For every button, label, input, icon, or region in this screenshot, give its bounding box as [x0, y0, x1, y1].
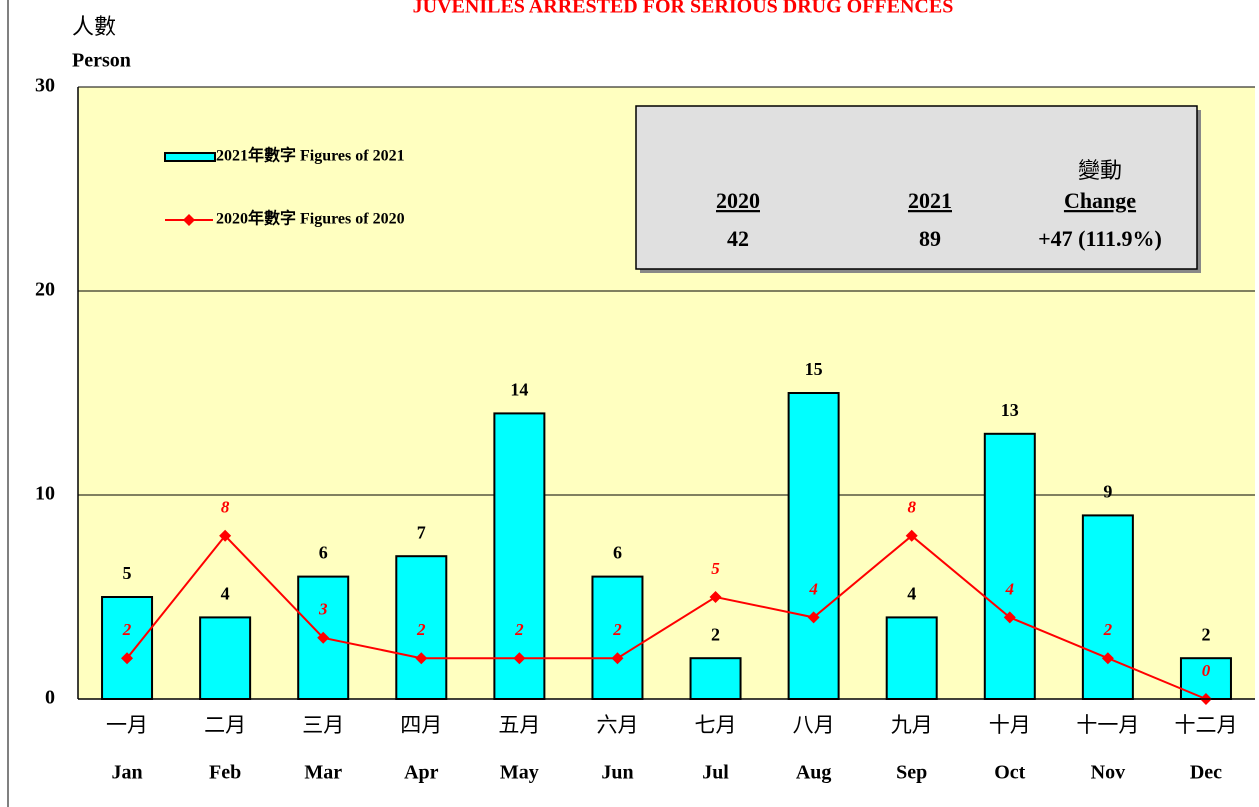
x-tick-label: Jul [702, 762, 729, 784]
line-marker [611, 652, 624, 665]
legend-marker [183, 214, 195, 226]
line-value-label: 2 [416, 620, 426, 639]
line-value-label: 3 [318, 600, 328, 619]
x-tick-label-zh: 九月 [891, 713, 933, 737]
line-value-label: 2 [612, 620, 622, 639]
x-tick-label-zh: 六月 [596, 713, 638, 737]
bar [885, 616, 938, 701]
bar-value-label: 13 [1001, 400, 1019, 420]
bar [493, 412, 546, 700]
line-value-label: 5 [711, 559, 720, 578]
x-tick-label: Feb [209, 762, 241, 784]
line-value-label: 2 [514, 620, 524, 639]
x-tick-label: May [500, 762, 539, 784]
line-marker [709, 591, 722, 603]
y-tick-label: 10 [35, 483, 55, 505]
x-tick-label-zh: 七月 [695, 713, 737, 737]
bar [689, 657, 742, 701]
bar-value-label: 4 [907, 584, 916, 604]
line [126, 534, 1207, 700]
line-value-label: 0 [1202, 661, 1211, 680]
x-tick-label: Nov [1091, 762, 1125, 784]
x-tick-label: Sep [896, 762, 927, 784]
bar-value-label: 2 [1201, 624, 1210, 644]
y-axis-label-zh: 人數 [72, 15, 116, 40]
line-value-label: 8 [221, 498, 230, 517]
legend-label: 2020年數字 Figures of 2020 [216, 209, 405, 228]
bar-value-label: 2 [711, 624, 720, 644]
x-tick-label: Apr [404, 762, 439, 784]
x-tick-label: Dec [1190, 762, 1222, 784]
x-tick-label-zh: 八月 [793, 713, 835, 737]
x-tick-label-zh: 二月 [204, 713, 246, 737]
bar-value-label: 7 [417, 522, 426, 542]
x-tick-label-zh: 一月 [106, 713, 148, 737]
x-tick-label: Jun [601, 762, 633, 784]
line-marker [219, 529, 232, 542]
line-marker [1003, 611, 1016, 624]
bar-value-label: 5 [123, 563, 132, 583]
summary-header: Change [1064, 188, 1136, 213]
bar-value-label: 4 [221, 584, 230, 604]
legend-swatch [164, 152, 216, 162]
summary-header: 2020 [716, 188, 760, 213]
summary-change-zh: 變動 [1078, 159, 1122, 184]
line-marker [121, 652, 134, 665]
summary-value: +47 (111.9%) [1038, 226, 1162, 251]
line-marker [513, 652, 526, 665]
x-tick-label-zh: 十二月 [1174, 713, 1237, 737]
summary-box [635, 105, 1201, 273]
summary-value: 42 [727, 226, 749, 251]
x-tick-label-zh: 三月 [302, 713, 344, 737]
x-tick-label-zh: 四月 [400, 713, 442, 737]
summary-value: 89 [919, 226, 941, 251]
bar-value-label: 9 [1103, 482, 1112, 502]
line-marker [317, 631, 330, 644]
line-marker [1101, 652, 1114, 665]
line-value-label: 2 [122, 620, 132, 639]
box [635, 105, 1198, 270]
bar [983, 432, 1036, 700]
y-tick-label: 20 [35, 279, 55, 301]
line-value-label: 8 [907, 498, 916, 517]
bar [101, 596, 154, 700]
line-marker [415, 652, 428, 665]
bar [199, 616, 252, 701]
x-tick-label-zh: 十月 [989, 713, 1031, 737]
legend-label: 2021年數字 Figures of 2021 [216, 146, 405, 165]
bar [1081, 514, 1134, 701]
x-tick-label-zh: 十一月 [1076, 713, 1139, 737]
bar-value-label: 14 [510, 380, 528, 400]
bar-value-label: 6 [319, 543, 328, 563]
bar [787, 392, 840, 700]
chart-title: JUVENILES ARRESTED FOR SERIOUS DRUG OFFE… [413, 0, 954, 18]
line-value-label: 4 [1005, 579, 1015, 598]
line-value-label: 4 [808, 579, 818, 598]
y-tick-label: 30 [35, 75, 55, 97]
bar-value-label: 6 [613, 543, 622, 563]
x-tick-label-zh: 五月 [498, 713, 540, 737]
y-axis-label: Person [72, 50, 131, 72]
line-value-label: 2 [1103, 620, 1113, 639]
summary-header: 2021 [908, 188, 952, 213]
x-tick-label: Oct [994, 762, 1025, 784]
x-tick-label: Mar [304, 762, 342, 784]
y-tick-label: 0 [45, 687, 55, 709]
line-marker [807, 611, 820, 624]
bar-value-label: 15 [805, 359, 823, 379]
x-tick-label: Aug [796, 762, 832, 784]
x-tick-label: Jan [111, 762, 142, 784]
line-marker [905, 529, 918, 542]
